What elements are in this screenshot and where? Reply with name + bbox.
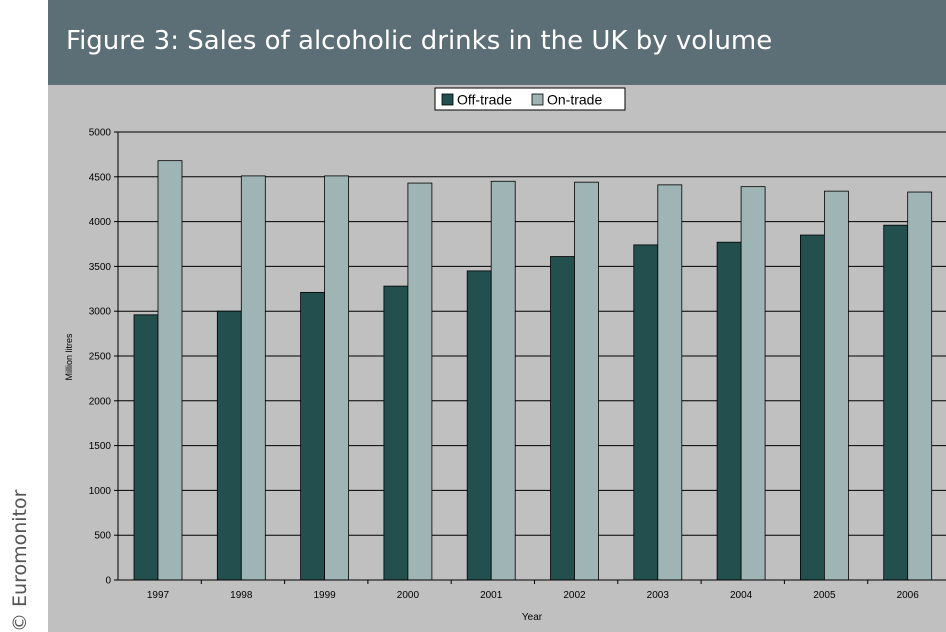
x-tick-label: 2003 xyxy=(647,590,670,601)
legend-label: On-trade xyxy=(547,92,602,108)
y-tick-label: 3500 xyxy=(89,262,112,273)
legend-box xyxy=(434,87,626,111)
bar-off-trade xyxy=(133,314,159,581)
y-axis-title: Million litres xyxy=(64,333,74,381)
bar-on-trade xyxy=(907,191,933,581)
bar-on-trade xyxy=(240,175,266,581)
bar-off-trade xyxy=(466,270,492,581)
y-tick-label: 2000 xyxy=(89,396,112,407)
bar-off-trade xyxy=(633,244,659,581)
bar-off-trade xyxy=(216,310,242,581)
y-tick-label: 4500 xyxy=(89,172,112,183)
bar-on-trade xyxy=(324,175,350,581)
bar-on-trade xyxy=(657,184,683,581)
bar-on-trade xyxy=(824,190,849,581)
legend-swatch xyxy=(531,93,544,106)
bar-on-trade xyxy=(740,186,766,581)
x-tick-label: 2004 xyxy=(730,590,753,601)
y-tick-label: 1500 xyxy=(89,441,112,452)
bar-off-trade xyxy=(800,234,825,581)
bar-on-trade xyxy=(490,180,516,581)
y-tick-label: 500 xyxy=(94,531,111,542)
bar-off-trade xyxy=(383,285,409,581)
bar-off-trade xyxy=(550,256,575,581)
bar-chart: 0 500 1000 1500 2000 2500 3000 3500 4000 4500 5000… xyxy=(64,87,946,623)
figure-title: Figure 3: Sales of alcoholic drinks in t… xyxy=(66,26,773,56)
y-tick-label: 0 xyxy=(105,576,111,587)
y-tick-label: 5000 xyxy=(89,128,112,139)
bar-on-trade xyxy=(407,182,433,581)
x-tick-label: 2005 xyxy=(813,590,836,601)
y-tick-label: 2500 xyxy=(89,352,112,363)
x-tick-label: 2001 xyxy=(480,590,503,601)
x-axis-title: Year xyxy=(522,612,543,623)
bar-on-trade xyxy=(574,181,599,581)
bar-off-trade xyxy=(716,241,742,581)
legend-label: Off-trade xyxy=(457,92,512,108)
figure-banner: Figure 3: Sales of alcoholic drinks in t… xyxy=(48,0,946,85)
bar-on-trade xyxy=(157,160,183,581)
y-tick-label: 1000 xyxy=(89,486,112,497)
y-tick-label: 4000 xyxy=(89,217,112,228)
credit-text: © Euromonitor xyxy=(0,0,40,632)
x-tick-label: 1999 xyxy=(313,590,336,601)
bar-off-trade xyxy=(300,291,326,581)
bar-off-trade xyxy=(883,224,909,581)
legend-swatch xyxy=(441,93,454,106)
x-tick-label: 2006 xyxy=(897,590,920,601)
x-tick-label: 2002 xyxy=(563,590,586,601)
x-tick-label: 2000 xyxy=(397,590,420,601)
x-tick-label: 1998 xyxy=(230,590,253,601)
x-tick-label: 1997 xyxy=(147,590,170,601)
chart-area: 0 500 1000 1500 2000 2500 3000 3500 4000 4500 5000… xyxy=(48,85,946,632)
credit-label: © Euromonitor xyxy=(9,489,31,632)
y-tick-label: 3000 xyxy=(89,307,112,318)
